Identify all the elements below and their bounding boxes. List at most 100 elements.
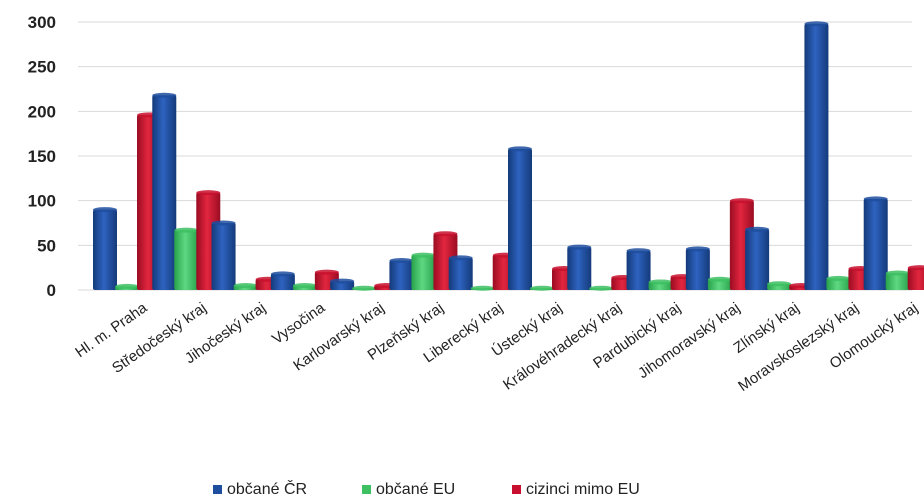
bar [448,257,473,290]
bar-0-2 [211,220,236,290]
bar-cap [196,190,221,196]
y-tick-label: 200 [28,102,56,121]
bar-0-5 [389,258,414,290]
bar-0-3 [270,271,295,290]
y-tick-label: 0 [47,281,56,300]
bar [626,250,651,290]
bar-1-1 [174,227,199,290]
bar-1-10 [707,276,732,290]
bar-cap [707,276,732,282]
bar-cap [685,246,710,252]
bar [93,209,117,290]
bar-cap [389,258,414,264]
bar-0-4 [330,278,355,290]
bar-0-0 [93,207,117,290]
bar-cap [729,198,754,204]
bar [685,248,710,290]
bar-cap [907,265,924,271]
bar [152,95,177,291]
legend-label: občané EU [376,481,455,498]
bar-cap [352,285,377,291]
bar [330,281,355,290]
bar-cap [530,285,554,291]
bar-cap [314,269,339,275]
bar [885,273,910,290]
bar [389,260,414,290]
bar-cap [115,283,139,289]
y-tick-label: 300 [28,13,56,32]
bar-cap [508,146,532,152]
legend: občané ČR občané EU cizinci mimo EU [213,479,640,498]
bar-0-1 [152,92,177,291]
bar-0-13 [863,196,888,290]
bar-0-11 [745,226,770,290]
bar-cap [470,285,495,291]
bar [745,229,770,290]
bar-1-6 [470,285,495,291]
bar [270,273,295,290]
bar-cap [433,231,458,237]
bar-1-4 [352,285,377,291]
bar-cap [885,270,910,276]
legend-swatch [512,485,521,494]
bar-cap [411,252,436,258]
bar-0-7 [508,146,532,290]
bar-cap [589,285,614,291]
bar-1-11 [767,281,792,290]
legend-swatch [362,485,371,494]
bar-cap [767,281,792,287]
y-tick-label: 250 [28,58,56,77]
bar [411,255,436,290]
x-tick-label: Jihomoravský kraj [635,299,743,382]
bar-1-2 [233,283,258,290]
bar-cap [626,248,651,254]
bar-2-13 [907,265,924,290]
bar [567,247,592,290]
legend-item: občané ČR [213,479,307,498]
bar-1-9 [648,279,673,290]
bar-0-6 [448,255,473,290]
bar [508,148,532,290]
bar-0-9 [626,248,651,290]
legend-item: cizinci mimo EU [512,481,640,498]
bar-1-7 [530,285,554,291]
bar-cap [648,279,673,285]
bar-1-0 [115,283,139,290]
bar-0-12 [804,21,829,290]
bar-1-8 [589,285,614,291]
bar-0-10 [685,246,710,290]
bar-cap [174,227,199,233]
bar-cap [448,255,473,261]
bar-1-5 [411,252,436,290]
bar-cap [567,244,592,250]
bar-1-3 [292,283,317,290]
y-tick-label: 50 [37,236,56,255]
bar-cap [745,226,770,232]
bar-cap [152,92,177,98]
bar-cap [826,275,851,281]
bar-cap [863,196,888,202]
bar-cap [233,283,258,289]
legend-label: cizinci mimo EU [526,481,640,498]
bar [211,223,236,290]
y-tick-label: 150 [28,147,56,166]
bar-0-8 [567,244,592,290]
bars [93,21,924,291]
bar [174,230,199,290]
bar-1-12 [826,275,851,290]
legend-item: občané EU [362,481,455,498]
bar [826,278,851,290]
bar-1-13 [885,270,910,290]
y-tick-label: 100 [28,192,56,211]
bar [707,279,732,290]
legend-label: občané ČR [227,479,307,498]
bar-cap [211,220,236,226]
bar [863,198,888,290]
bar-cap [804,21,829,27]
bar [907,267,924,290]
bar-cap [270,271,295,277]
bar-cap [330,278,355,284]
